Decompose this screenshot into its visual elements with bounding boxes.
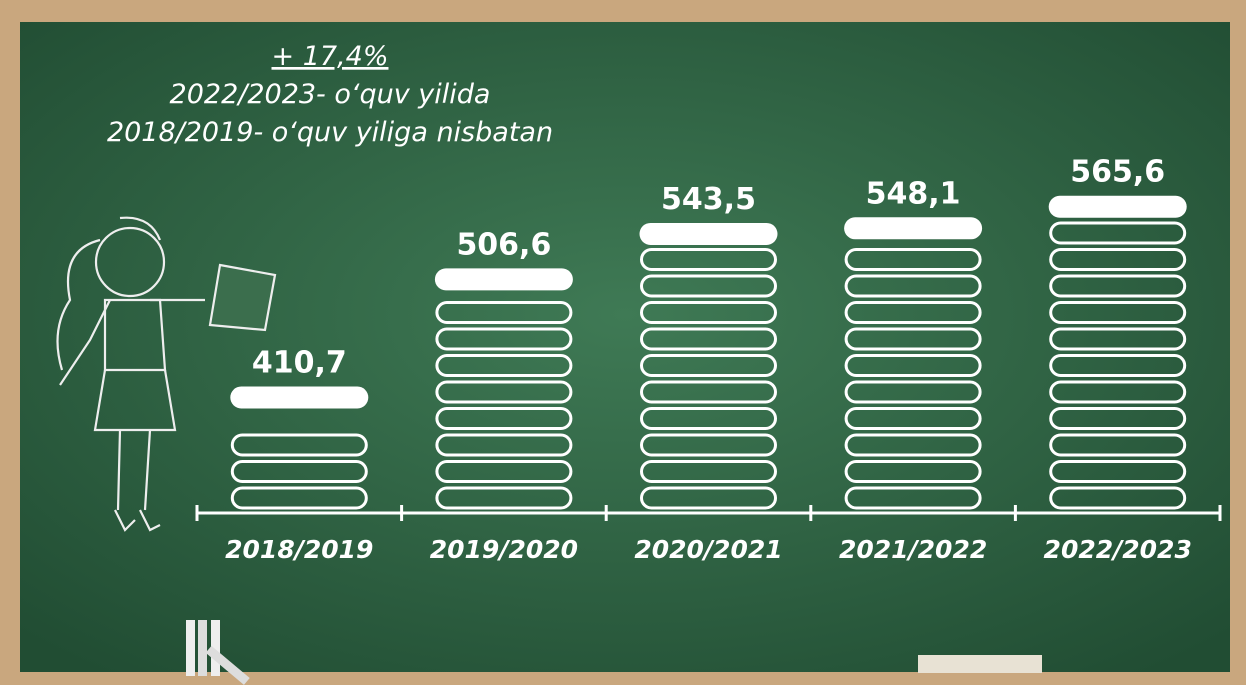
bar-ring bbox=[640, 274, 777, 298]
annotation: 2018/2019- o‘quv yiliga nisbatan bbox=[107, 117, 553, 148]
value-label: 506,6 bbox=[456, 227, 551, 262]
board bbox=[20, 22, 1230, 672]
teacher bbox=[56, 216, 277, 532]
bar-cap bbox=[639, 222, 778, 245]
bar-ring bbox=[640, 407, 777, 430]
bar-ring bbox=[640, 380, 777, 404]
x-tick-label: 2022/2023 bbox=[1044, 535, 1192, 564]
bar-ring bbox=[640, 460, 777, 483]
bar-ring bbox=[640, 327, 777, 351]
bar-cap bbox=[230, 386, 369, 409]
bar-ring bbox=[435, 407, 573, 430]
bar-ring bbox=[435, 327, 573, 351]
x-tick-label: 2019/2020 bbox=[430, 535, 578, 564]
bar-ring bbox=[435, 380, 573, 404]
value-label: 565,6 bbox=[1070, 155, 1165, 190]
bar bbox=[639, 222, 778, 510]
bar-ring bbox=[844, 433, 982, 457]
bar-ring bbox=[844, 407, 982, 430]
bar-ring bbox=[1049, 354, 1187, 377]
bar-ring bbox=[1049, 486, 1187, 510]
bar-ring bbox=[844, 327, 982, 351]
bar-ring bbox=[844, 460, 982, 483]
bar-ring bbox=[640, 354, 777, 377]
bar-ring bbox=[1049, 221, 1187, 245]
bar-ring bbox=[1049, 380, 1187, 404]
bar bbox=[844, 217, 983, 510]
bar-ring bbox=[230, 460, 368, 483]
x-tick-label: 2021/2022 bbox=[839, 535, 987, 564]
bar-ring bbox=[435, 354, 573, 377]
bar-ring bbox=[640, 248, 777, 271]
bar-ring bbox=[435, 460, 573, 483]
bar-ring bbox=[1049, 460, 1187, 483]
bar-ring bbox=[1049, 301, 1187, 324]
bar-ring bbox=[844, 248, 982, 271]
bar-cap bbox=[1048, 195, 1187, 218]
annotation: 2022/2023- o‘quv yilida bbox=[170, 79, 491, 110]
x-tick-label: 2018/2019 bbox=[225, 535, 373, 564]
value-label: 410,7 bbox=[252, 345, 347, 380]
value-label: 543,5 bbox=[661, 182, 756, 217]
bar-ring bbox=[640, 433, 777, 457]
bar-ring bbox=[1049, 327, 1187, 351]
bar-ring bbox=[230, 433, 368, 457]
bar-ring bbox=[435, 433, 573, 457]
bar-ring bbox=[844, 274, 982, 298]
bar-ring bbox=[844, 301, 982, 324]
bar-ring bbox=[435, 486, 573, 510]
bar-cap bbox=[434, 268, 573, 291]
bar-cap bbox=[844, 217, 983, 240]
bar-ring bbox=[1049, 433, 1187, 457]
bar-ring bbox=[1049, 407, 1187, 430]
bar-ring bbox=[435, 301, 573, 324]
bar-ring bbox=[640, 301, 777, 324]
x-tick-label: 2020/2021 bbox=[634, 535, 782, 564]
chalk bbox=[186, 620, 1042, 685]
bar bbox=[434, 268, 573, 510]
bar-ring bbox=[230, 486, 368, 510]
bar bbox=[1048, 195, 1187, 510]
bar-ring bbox=[844, 486, 982, 510]
bar-ring bbox=[640, 486, 777, 510]
bar-ring bbox=[844, 380, 982, 404]
bar-ring bbox=[1049, 248, 1187, 271]
bar-ring bbox=[1049, 274, 1187, 298]
bar bbox=[230, 386, 369, 510]
value-label: 548,1 bbox=[866, 176, 961, 211]
annotation: + 17,4% bbox=[272, 41, 389, 72]
bar-ring bbox=[844, 354, 982, 377]
